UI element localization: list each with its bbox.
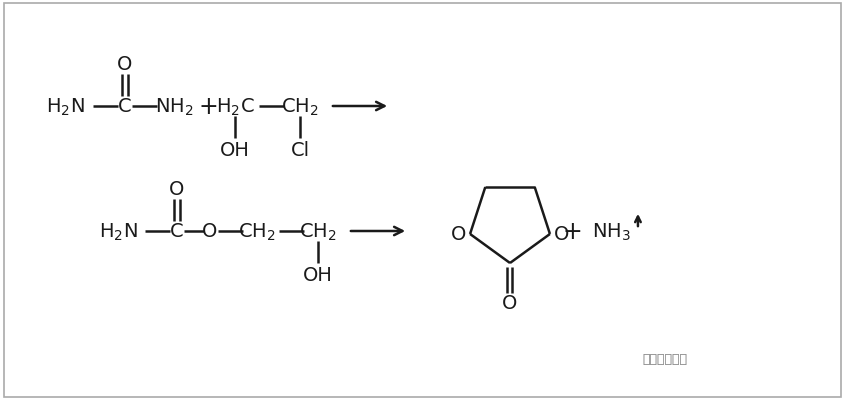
Text: $\mathregular{H_2C}$: $\mathregular{H_2C}$: [215, 96, 254, 117]
Text: +: +: [197, 95, 218, 119]
Text: $\mathregular{H_2N}$: $\mathregular{H_2N}$: [99, 221, 138, 242]
Text: O: O: [501, 294, 517, 313]
Text: O: O: [450, 225, 466, 244]
Text: O: O: [117, 55, 133, 74]
Text: C: C: [118, 97, 132, 116]
Text: OH: OH: [303, 266, 333, 285]
Text: O: O: [202, 222, 218, 241]
Text: $\mathregular{CH_2}$: $\mathregular{CH_2}$: [299, 221, 337, 242]
Text: +: +: [561, 219, 582, 243]
Text: 锂电联盟会长: 锂电联盟会长: [641, 352, 687, 366]
Text: $\mathregular{NH_3}$: $\mathregular{NH_3}$: [592, 221, 630, 242]
Text: $\mathregular{NH_2}$: $\mathregular{NH_2}$: [154, 96, 193, 117]
Text: OH: OH: [219, 141, 250, 160]
Text: O: O: [169, 180, 185, 199]
FancyBboxPatch shape: [4, 4, 840, 397]
Text: 锂电联盟会长: 锂电联盟会长: [641, 352, 687, 366]
Text: Cl: Cl: [290, 141, 309, 160]
Text: O: O: [554, 225, 569, 244]
Text: $\mathregular{CH_2}$: $\mathregular{CH_2}$: [281, 96, 318, 117]
Text: C: C: [170, 222, 184, 241]
Text: $\mathregular{H_2N}$: $\mathregular{H_2N}$: [46, 96, 84, 117]
Text: $\mathregular{CH_2}$: $\mathregular{CH_2}$: [238, 221, 275, 242]
